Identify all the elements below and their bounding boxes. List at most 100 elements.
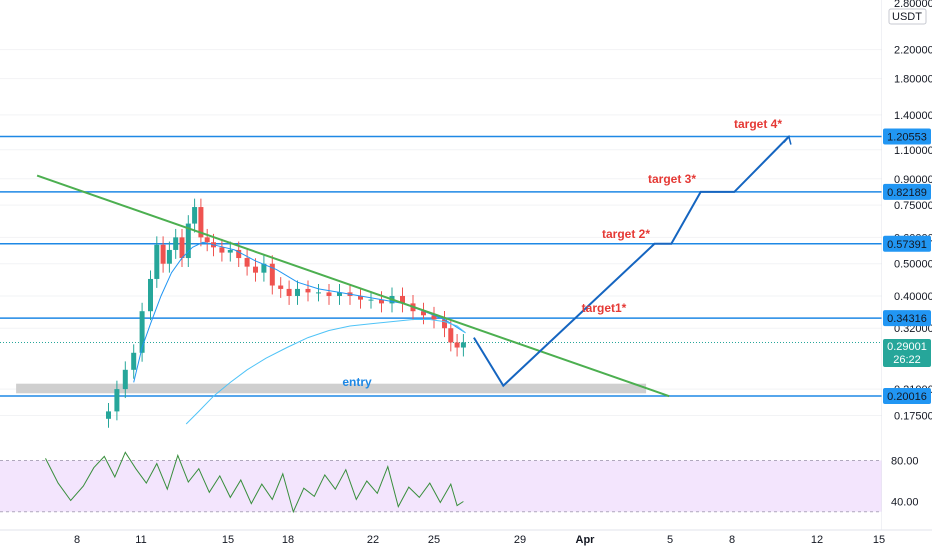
- price-tick-label: 1.40000: [894, 110, 932, 122]
- candle-body[interactable]: [131, 352, 137, 370]
- rsi-tick-label: 40.00: [891, 497, 919, 509]
- candle-body[interactable]: [379, 299, 384, 304]
- countdown-label: 26:22: [893, 354, 921, 366]
- trendline[interactable]: [36, 174, 670, 398]
- date-tick-label: 22: [367, 534, 379, 546]
- candle-body[interactable]: [160, 244, 166, 264]
- date-tick-label: 8: [74, 534, 80, 546]
- date-tick-label: 12: [811, 534, 823, 546]
- candle-body[interactable]: [421, 311, 426, 316]
- level-badge-label: 0.34316: [887, 313, 927, 325]
- date-tick-label: 15: [873, 534, 885, 546]
- ma-long-line: [185, 319, 466, 425]
- level-badge-label: 0.20016: [887, 391, 927, 403]
- price-tick-label: 1.80000: [894, 74, 932, 86]
- price-tick-label: 0.32000: [894, 323, 932, 335]
- candle-body[interactable]: [295, 288, 300, 296]
- price-scale[interactable]: [882, 0, 932, 530]
- price-tick-label: 0.17500: [894, 410, 932, 422]
- candle-body[interactable]: [442, 319, 447, 329]
- level-badge: [883, 128, 931, 145]
- candle-body[interactable]: [244, 258, 250, 267]
- candle-body[interactable]: [198, 207, 204, 238]
- annotation-entry: entry: [342, 375, 372, 389]
- candle-body[interactable]: [204, 237, 210, 243]
- candle-body[interactable]: [448, 328, 454, 343]
- currency-badge[interactable]: [888, 8, 927, 25]
- candle-body[interactable]: [236, 249, 242, 259]
- candle-body[interactable]: [460, 342, 466, 348]
- candle-body[interactable]: [400, 295, 405, 304]
- price-tick-label: 1.10000: [894, 145, 932, 157]
- date-tick-label: 5: [667, 534, 673, 546]
- current-price-badge: [883, 339, 931, 367]
- candle-body[interactable]: [114, 389, 120, 412]
- candle-body[interactable]: [269, 263, 275, 286]
- candle-body[interactable]: [139, 311, 145, 353]
- candle-body[interactable]: [316, 292, 321, 294]
- moving-averages: [133, 241, 466, 425]
- ma-short-line: [133, 241, 466, 383]
- level-badge-label: 0.82189: [887, 187, 927, 199]
- price-tick-label: 0.90000: [894, 174, 932, 186]
- candle-body[interactable]: [368, 299, 374, 301]
- trendline-layer[interactable]: [36, 174, 670, 398]
- level-badge: [883, 183, 931, 200]
- candle-body[interactable]: [173, 237, 179, 250]
- level-badge: [883, 310, 931, 327]
- candle-body[interactable]: [192, 207, 198, 224]
- candle-body[interactable]: [454, 342, 460, 348]
- level-badge: [883, 235, 931, 252]
- price-label-top: 2.80000: [894, 0, 932, 10]
- date-axis-labels: 8 11 15 18 22 25 29 Apr 5 8 12 15: [74, 534, 885, 546]
- candle-body[interactable]: [358, 295, 363, 300]
- candle-body[interactable]: [278, 285, 284, 289]
- candle-body[interactable]: [253, 266, 258, 273]
- candle-body[interactable]: [185, 223, 191, 259]
- candle-body[interactable]: [326, 292, 332, 296]
- candle-body[interactable]: [286, 288, 292, 296]
- candle-body[interactable]: [261, 263, 267, 273]
- date-tick-label: 15: [222, 534, 234, 546]
- candle-body[interactable]: [122, 369, 128, 390]
- candle-body[interactable]: [148, 278, 153, 312]
- date-tick-label: 11: [135, 534, 146, 546]
- candle-body[interactable]: [166, 249, 172, 264]
- projection-arrowhead: [783, 134, 792, 145]
- price-tick-label: 2.20000: [894, 45, 932, 57]
- level-badge: [883, 388, 931, 405]
- entry-zone[interactable]: [16, 383, 647, 394]
- level-badge-label: 0.57391: [887, 239, 927, 251]
- price-candles[interactable]: [106, 198, 466, 428]
- candle-body[interactable]: [431, 315, 437, 320]
- rsi-band: [0, 460, 882, 512]
- annotation-target-1: target1*: [582, 301, 627, 315]
- price-tick-label: 0.40000: [894, 291, 932, 303]
- candle-body[interactable]: [179, 237, 185, 259]
- candle-body[interactable]: [227, 249, 233, 253]
- annotation-target-2: target 2*: [602, 227, 650, 241]
- date-tick-label: Apr: [576, 534, 596, 546]
- candle-body[interactable]: [305, 288, 311, 293]
- rsi-line[interactable]: [45, 451, 464, 514]
- level-badge-label: 1.20553: [887, 132, 927, 144]
- current-price-label: 0.29001: [887, 341, 927, 353]
- candle-body[interactable]: [106, 411, 111, 419]
- date-tick-label: 8: [729, 534, 735, 546]
- entry-zone-layer: [16, 383, 647, 394]
- rsi-panel[interactable]: [0, 451, 882, 514]
- rsi-tick-label: 80.00: [891, 456, 919, 468]
- date-tick-label: 18: [282, 534, 294, 546]
- projection-layer[interactable]: [473, 134, 792, 388]
- candle-body[interactable]: [154, 244, 160, 279]
- annotation-target-3: target 3*: [648, 172, 696, 186]
- projection-path[interactable]: [473, 135, 790, 388]
- date-tick-label: 29: [514, 534, 526, 546]
- candle-body[interactable]: [337, 292, 342, 296]
- currency-label: USDT: [892, 11, 922, 23]
- candle-body[interactable]: [219, 247, 225, 253]
- date-tick-label: 25: [428, 534, 440, 546]
- level-price-badges: 1.20553 0.82189 0.57391 0.34316 0.20016: [883, 128, 931, 405]
- annotation-target-4: target 4*: [734, 117, 782, 131]
